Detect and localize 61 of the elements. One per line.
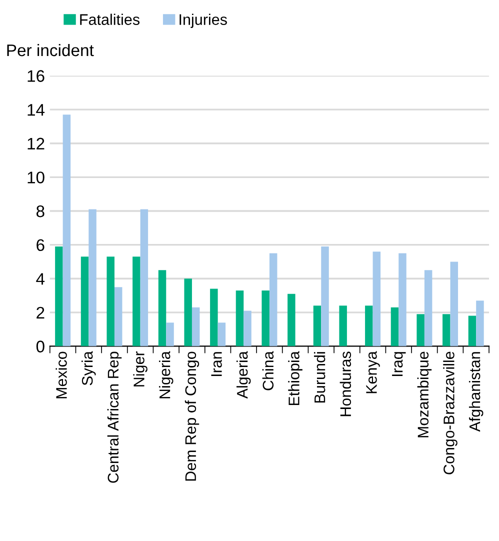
y-axis-title: Per incident bbox=[7, 44, 94, 56]
bar bbox=[218, 322, 226, 346]
y-tick-label: 12 bbox=[28, 138, 44, 150]
bar bbox=[140, 209, 148, 346]
legend-label: Fatalities bbox=[80, 14, 140, 25]
bar bbox=[372, 252, 381, 346]
x-tick-label: China bbox=[262, 351, 274, 390]
bar bbox=[262, 290, 270, 346]
y-tick-label: 6 bbox=[36, 239, 44, 252]
bar bbox=[132, 256, 140, 346]
x-tick-label: Honduras bbox=[340, 352, 352, 416]
x-tick-label: Mexico bbox=[56, 352, 67, 398]
x-tick-label: Iraq bbox=[392, 352, 406, 376]
x-tick-label: Nigeria bbox=[159, 351, 174, 398]
legend-label: Injuries bbox=[180, 14, 227, 28]
bar bbox=[210, 288, 218, 346]
bar bbox=[365, 306, 373, 346]
bar bbox=[288, 294, 296, 346]
x-tick-label: Burundi bbox=[314, 352, 326, 403]
bar bbox=[88, 209, 96, 346]
x-tick-label: Congo-Brazzaville bbox=[443, 352, 458, 474]
bar bbox=[244, 310, 252, 346]
x-tick-label: Kenya bbox=[366, 351, 380, 394]
bar bbox=[184, 278, 192, 346]
bar bbox=[476, 300, 484, 346]
x-tick-label: Central African Rep bbox=[107, 352, 122, 483]
bar bbox=[269, 253, 278, 346]
x-tick-label: Ethiopia bbox=[288, 351, 302, 406]
y-tick-label: 0 bbox=[36, 340, 44, 352]
x-tick-label: Niger bbox=[133, 351, 148, 386]
x-tick-label: Mozambique bbox=[417, 352, 432, 438]
y-tick-label: 4 bbox=[36, 273, 45, 285]
bar bbox=[390, 307, 399, 346]
bar bbox=[166, 322, 174, 346]
bar bbox=[106, 256, 114, 346]
bar bbox=[236, 290, 244, 346]
bar bbox=[192, 307, 200, 346]
bar bbox=[398, 253, 406, 346]
bar bbox=[339, 306, 347, 346]
bar bbox=[450, 262, 458, 346]
x-tick-label: Algeria bbox=[236, 351, 251, 399]
x-tick-label: Dem Rep of Congo bbox=[184, 352, 200, 481]
bar bbox=[62, 114, 71, 346]
bar bbox=[158, 270, 166, 346]
bar bbox=[114, 287, 122, 346]
y-tick-label: 8 bbox=[36, 205, 44, 218]
bar bbox=[424, 270, 432, 346]
y-tick-label: 14 bbox=[28, 104, 45, 116]
bar bbox=[321, 246, 329, 346]
bar bbox=[468, 316, 476, 346]
y-tick-label: 16 bbox=[28, 70, 44, 82]
bar bbox=[80, 256, 89, 346]
bar bbox=[416, 314, 424, 346]
x-tick-label: Iran bbox=[211, 352, 222, 376]
bar bbox=[442, 314, 450, 346]
y-tick-label: 2 bbox=[36, 306, 44, 318]
x-tick-label: Syria bbox=[82, 351, 96, 386]
y-tick-label: 10 bbox=[28, 172, 44, 184]
x-tick-label: Afghanistan bbox=[468, 352, 484, 432]
bar bbox=[313, 306, 322, 346]
bar bbox=[55, 246, 63, 346]
